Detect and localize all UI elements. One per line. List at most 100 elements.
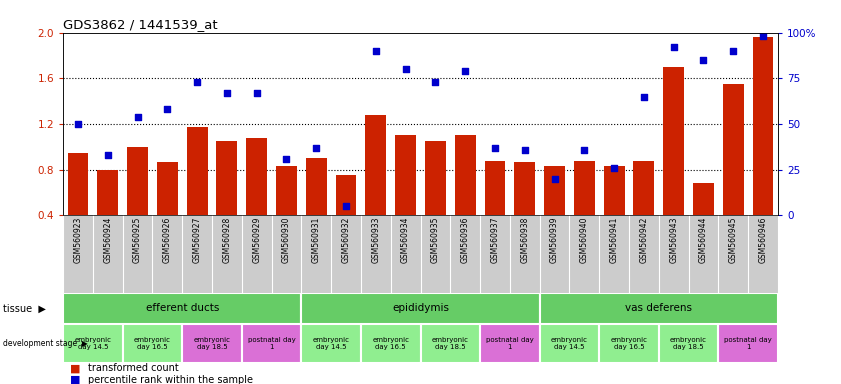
Bar <box>98 170 119 215</box>
Bar <box>306 158 326 215</box>
Text: embryonic
day 16.5: embryonic day 16.5 <box>611 337 648 350</box>
Point <box>458 68 472 74</box>
Point <box>280 156 294 162</box>
Bar <box>123 324 182 363</box>
Bar <box>365 115 386 215</box>
Text: embryonic
day 16.5: embryonic day 16.5 <box>373 337 410 350</box>
Text: GSM560924: GSM560924 <box>103 217 112 263</box>
Text: GSM560944: GSM560944 <box>699 217 708 263</box>
Bar <box>455 136 476 215</box>
Point <box>489 145 502 151</box>
Text: GSM560931: GSM560931 <box>312 217 320 263</box>
Bar <box>484 161 505 215</box>
Bar <box>182 324 242 363</box>
Text: GSM560934: GSM560934 <box>401 217 410 263</box>
Text: GSM560926: GSM560926 <box>163 217 172 263</box>
Text: development stage  ▶: development stage ▶ <box>3 339 87 348</box>
Bar <box>395 136 416 215</box>
Point <box>727 48 740 54</box>
Text: efferent ducts: efferent ducts <box>145 303 219 313</box>
Point <box>607 165 621 171</box>
Text: GSM560939: GSM560939 <box>550 217 559 263</box>
Bar <box>633 161 654 215</box>
Bar <box>216 141 237 215</box>
Text: GSM560943: GSM560943 <box>669 217 678 263</box>
Text: GSM560936: GSM560936 <box>461 217 469 263</box>
Text: GSM560929: GSM560929 <box>252 217 262 263</box>
Bar <box>63 293 301 324</box>
Bar <box>544 166 565 215</box>
Bar <box>693 184 714 215</box>
Bar <box>157 162 177 215</box>
Point <box>667 44 680 50</box>
Text: GSM560928: GSM560928 <box>222 217 231 263</box>
Text: GDS3862 / 1441539_at: GDS3862 / 1441539_at <box>63 18 218 31</box>
Point <box>399 66 412 72</box>
Bar <box>540 293 778 324</box>
Bar <box>753 37 774 215</box>
Point <box>71 121 85 127</box>
Bar <box>276 166 297 215</box>
Bar <box>599 324 659 363</box>
Point <box>339 203 352 209</box>
Text: GSM560923: GSM560923 <box>73 217 82 263</box>
Text: GSM560925: GSM560925 <box>133 217 142 263</box>
Point <box>190 79 204 85</box>
Text: embryonic
day 18.5: embryonic day 18.5 <box>670 337 707 350</box>
Text: embryonic
day 14.5: embryonic day 14.5 <box>313 337 350 350</box>
Text: vas deferens: vas deferens <box>625 303 692 313</box>
Bar <box>63 324 123 363</box>
Bar <box>540 324 599 363</box>
Point <box>309 145 323 151</box>
Point <box>518 147 532 153</box>
Text: postnatal day
1: postnatal day 1 <box>724 337 772 350</box>
Text: transformed count: transformed count <box>88 363 179 373</box>
Text: GSM560932: GSM560932 <box>341 217 351 263</box>
Text: GSM560930: GSM560930 <box>282 217 291 263</box>
Text: embryonic
day 18.5: embryonic day 18.5 <box>431 337 468 350</box>
Bar <box>604 166 625 215</box>
Point <box>101 152 114 158</box>
Text: GSM560937: GSM560937 <box>490 217 500 263</box>
Bar <box>336 175 357 215</box>
Text: embryonic
day 16.5: embryonic day 16.5 <box>134 337 171 350</box>
Bar <box>301 324 361 363</box>
Text: GSM560933: GSM560933 <box>372 217 380 263</box>
Text: ■: ■ <box>70 363 81 373</box>
Bar <box>425 141 446 215</box>
Text: GSM560946: GSM560946 <box>759 217 768 263</box>
Bar <box>67 152 88 215</box>
Point <box>547 176 561 182</box>
Bar <box>187 127 208 215</box>
Bar <box>722 84 743 215</box>
Text: postnatal day
1: postnatal day 1 <box>486 337 534 350</box>
Point <box>696 57 710 63</box>
Bar <box>246 138 267 215</box>
Bar <box>242 324 301 363</box>
Text: embryonic
day 14.5: embryonic day 14.5 <box>74 337 111 350</box>
Text: postnatal day
1: postnatal day 1 <box>248 337 295 350</box>
Text: embryonic
day 14.5: embryonic day 14.5 <box>551 337 588 350</box>
Bar <box>127 147 148 215</box>
Bar <box>574 161 595 215</box>
Text: GSM560940: GSM560940 <box>579 217 589 263</box>
Point <box>578 147 591 153</box>
Text: epididymis: epididymis <box>392 303 449 313</box>
Text: percentile rank within the sample: percentile rank within the sample <box>88 375 253 384</box>
Text: GSM560927: GSM560927 <box>193 217 202 263</box>
Text: GSM560942: GSM560942 <box>639 217 648 263</box>
Text: tissue  ▶: tissue ▶ <box>3 303 45 313</box>
Text: ■: ■ <box>70 375 81 384</box>
Point <box>637 94 651 100</box>
Text: embryonic
day 18.5: embryonic day 18.5 <box>193 337 230 350</box>
Point <box>220 90 234 96</box>
Bar <box>301 293 540 324</box>
Text: GSM560938: GSM560938 <box>521 217 529 263</box>
Point <box>756 33 770 40</box>
Text: GSM560945: GSM560945 <box>729 217 738 263</box>
Text: GSM560941: GSM560941 <box>610 217 619 263</box>
Bar <box>659 324 718 363</box>
Bar <box>420 324 480 363</box>
Point <box>161 106 174 113</box>
Bar <box>361 324 420 363</box>
